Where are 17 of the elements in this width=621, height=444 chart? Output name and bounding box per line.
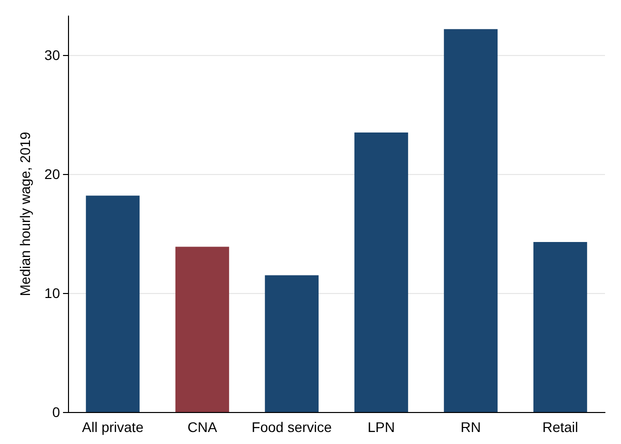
x-tick-label: CNA	[187, 419, 218, 435]
bar	[86, 196, 140, 412]
y-axis-title: Median hourly wage, 2019	[17, 132, 33, 296]
x-tick-label: LPN	[368, 419, 395, 435]
y-tick-label: 0	[52, 404, 60, 420]
bar	[444, 29, 498, 412]
x-tick-label: All private	[82, 419, 144, 435]
bar	[354, 132, 408, 412]
y-tick-label: 30	[44, 47, 60, 64]
bar	[264, 275, 319, 412]
bar	[175, 246, 230, 412]
bar	[533, 242, 588, 412]
y-tick-label: 10	[44, 285, 60, 302]
y-tick-label: 20	[44, 166, 60, 182]
x-tick-label: Retail	[542, 419, 578, 435]
x-tick-label: RN	[460, 419, 481, 435]
x-tick-label: Food service	[252, 419, 332, 435]
